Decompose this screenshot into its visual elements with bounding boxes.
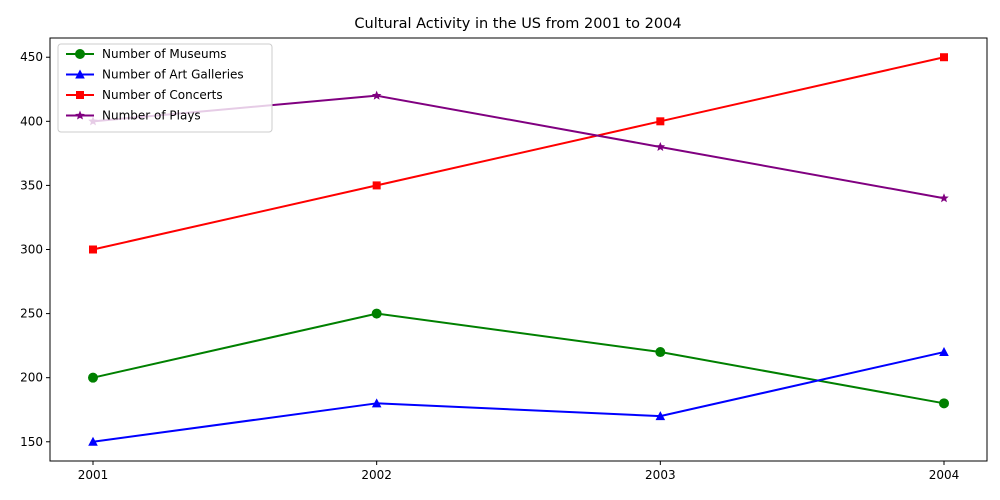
y-tick-label: 300 — [20, 243, 43, 257]
x-axis: 2001 2002 2003 2004 — [78, 461, 960, 482]
legend-label: Number of Art Galleries — [102, 68, 244, 82]
series-line — [93, 352, 944, 442]
x-tick-label: 2001 — [78, 468, 109, 482]
x-tick-label: 2002 — [361, 468, 392, 482]
data-point — [89, 373, 98, 382]
series-0 — [89, 309, 949, 408]
y-tick-label: 400 — [20, 114, 43, 128]
data-point — [939, 193, 949, 202]
y-tick-label: 150 — [20, 435, 43, 449]
data-point — [656, 117, 664, 125]
x-tick-label: 2004 — [929, 468, 960, 482]
data-point — [89, 246, 97, 254]
y-axis: 150 200 250 300 350 400 450 — [20, 50, 50, 449]
data-point — [656, 142, 666, 151]
series-line — [93, 314, 944, 404]
legend-marker — [76, 50, 85, 59]
data-point — [939, 347, 949, 356]
x-tick-label: 2003 — [645, 468, 676, 482]
data-point — [940, 399, 949, 408]
y-tick-label: 450 — [20, 50, 43, 64]
legend-label: Number of Concerts — [102, 88, 223, 102]
data-point — [940, 53, 948, 61]
chart-title: Cultural Activity in the US from 2001 to… — [354, 16, 681, 32]
data-point — [656, 348, 665, 357]
y-tick-label: 200 — [20, 371, 43, 385]
legend-label: Number of Plays — [102, 109, 201, 123]
y-tick-label: 250 — [20, 307, 43, 321]
legend-label: Number of Museums — [102, 47, 227, 61]
data-point — [372, 309, 381, 318]
y-tick-label: 350 — [20, 178, 43, 192]
data-point — [373, 181, 381, 189]
data-point — [372, 91, 382, 100]
legend: Number of Museums Number of Art Galleries… — [58, 44, 272, 132]
series-1 — [88, 347, 949, 446]
legend-marker — [76, 91, 84, 99]
